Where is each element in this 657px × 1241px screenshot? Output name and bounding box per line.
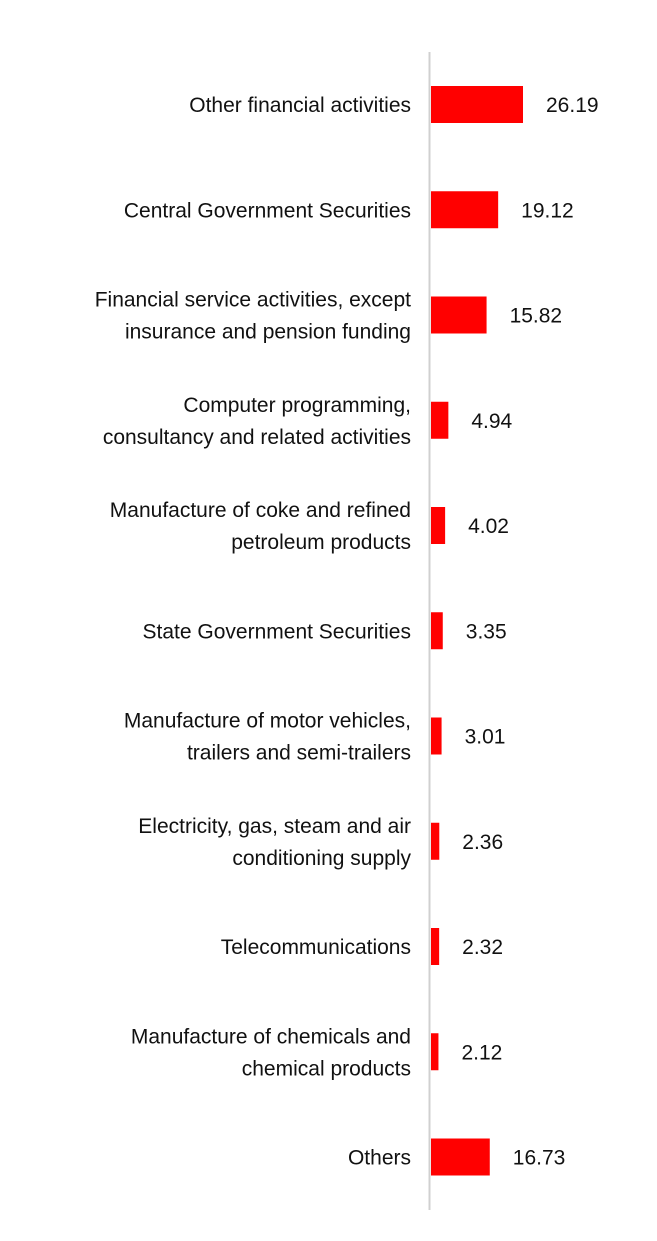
bar <box>431 191 499 229</box>
category-label: trailers and semi-trailers <box>187 742 411 765</box>
data-label: 2.36 <box>462 831 503 854</box>
bar <box>431 401 449 439</box>
bar <box>431 717 442 755</box>
category-label: Financial service activities, except <box>95 289 411 312</box>
category-label: Central Government Securities <box>124 199 411 222</box>
bar <box>431 507 446 544</box>
data-label: 2.32 <box>462 936 503 959</box>
bar <box>431 822 440 860</box>
bar <box>431 296 487 334</box>
data-label: 19.12 <box>521 199 574 222</box>
category-label: Others <box>348 1147 411 1170</box>
bar <box>431 86 523 123</box>
category-label: chemical products <box>242 1057 411 1080</box>
category-label: Telecommunications <box>221 936 411 959</box>
category-label: petroleum products <box>231 531 411 554</box>
data-label: 26.19 <box>546 94 599 117</box>
category-label: insurance and pension funding <box>125 321 411 344</box>
category-label: Electricity, gas, steam and air <box>138 815 411 838</box>
category-label: conditioning supply <box>232 847 411 870</box>
data-label: 4.94 <box>471 410 512 433</box>
category-label: Manufacture of motor vehicles, <box>124 710 411 733</box>
category-label: Manufacture of chemicals and <box>131 1025 411 1048</box>
data-label: 15.82 <box>510 305 563 328</box>
data-label: 3.35 <box>466 620 507 643</box>
data-label: 16.73 <box>513 1147 566 1170</box>
bar <box>431 928 440 965</box>
category-label: State Government Securities <box>143 620 411 643</box>
data-label: 2.12 <box>461 1041 502 1064</box>
data-label: 4.02 <box>468 515 509 538</box>
category-label: Other financial activities <box>189 94 411 117</box>
bar <box>431 1033 439 1071</box>
bar <box>431 1138 490 1176</box>
bar <box>431 612 443 650</box>
category-label: Manufacture of coke and refined <box>110 499 411 522</box>
data-label: 3.01 <box>465 726 506 749</box>
category-label: Computer programming, <box>183 394 411 417</box>
category-label: consultancy and related activities <box>103 426 411 449</box>
